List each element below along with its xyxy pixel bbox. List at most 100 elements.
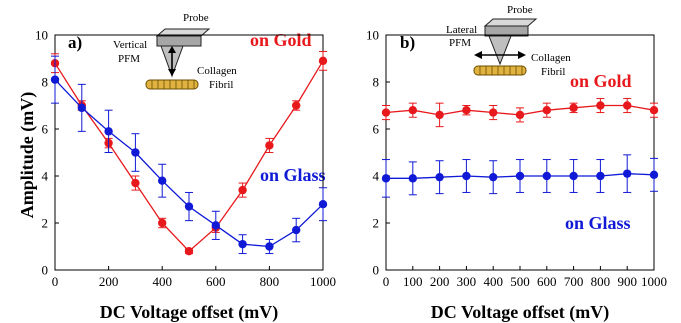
- panel-b-inset-sample-line1: Collagen: [531, 52, 571, 64]
- panel-b-xtick-label: 200: [430, 274, 450, 289]
- panel-a-xtick-label: 800: [260, 274, 280, 289]
- panel-b-on-gold-point: [435, 110, 444, 120]
- panel-a-inset-sample-line1: Collagen: [197, 65, 237, 77]
- panel-a-on-gold-point: [292, 101, 301, 110]
- panel-a-xtick-label: 0: [52, 274, 59, 289]
- panel-a-label: a): [68, 33, 82, 52]
- panel-a-on-glass-point: [318, 200, 328, 209]
- panel-b-probe-body-shape: [484, 25, 529, 37]
- panel-a-ylabel: Amplitude (mV): [17, 92, 38, 219]
- panel-b-xtick-label: 100: [403, 274, 423, 289]
- panel-a-xtick-label: 400: [152, 274, 172, 289]
- panel-b-on-gold-point: [649, 106, 659, 115]
- panel-b-on-gold-point: [542, 106, 551, 115]
- panel-b-on-gold-point: [515, 110, 525, 120]
- panel-a-ytick-label: 6: [42, 122, 49, 137]
- panel-a-inset: Probe Vertical PFM Collagen Fibril: [113, 12, 237, 91]
- panel-b-inset-probe-label: Probe: [507, 4, 533, 16]
- panel-b-on-gold-point: [569, 103, 578, 113]
- panel-b-on-glass-point: [623, 169, 632, 178]
- panel-a-on-glass-point: [238, 239, 247, 249]
- panel-b-xtick-label: 0: [383, 274, 390, 289]
- panel-b-probe-tip-shape: [488, 35, 512, 66]
- panel-a-probe-body-shape: [156, 35, 202, 47]
- panel-b-on-glass-point: [515, 171, 525, 181]
- panel-b-on-glass-point: [408, 174, 417, 183]
- panel-a-inset-mode-line2: PFM: [118, 53, 140, 65]
- panel-b-xlabel: DC Voltage offset (mV): [431, 302, 609, 323]
- panel-a-xlabel: DC Voltage offset (mV): [100, 302, 278, 323]
- panel-b-arrow-left-head: [474, 51, 482, 59]
- panel-b-xtick-label: 400: [483, 274, 503, 289]
- panel-b-inset: Probe Lateral PFM Collagen Fibril: [446, 4, 571, 78]
- panel-a-arrow-up-head: [168, 46, 176, 53]
- panel-a-ytick-label: 4: [42, 169, 49, 184]
- panel-b-inset-sample-line2: Fibril: [541, 66, 565, 78]
- panel-b-label: b): [400, 33, 415, 52]
- panel-a-on-gold-point: [158, 218, 167, 228]
- panel-b-on-glass-point: [569, 171, 578, 181]
- panel-a-gold-label: on Gold: [250, 30, 312, 50]
- panel-b-on-gold-point: [381, 108, 391, 117]
- panel-a-xtick-label: 600: [206, 274, 226, 289]
- panel-b-series-on-glass: [381, 154, 659, 198]
- panel-b-xtick-label: 600: [537, 274, 557, 289]
- panel-a-ytick-label: 10: [35, 28, 48, 43]
- panel-a-ytick-label: 2: [42, 216, 49, 231]
- panel-b-xtick-label: 900: [617, 274, 637, 289]
- panel-a-ytick-label: 0: [42, 263, 49, 278]
- panel-a-series-on-glass: [50, 55, 328, 255]
- panel-a-series-on-gold: [50, 50, 328, 256]
- panel-a-xtick-label: 200: [99, 274, 119, 289]
- panel-a-on-glass-point: [50, 75, 60, 84]
- panel-b-xtick-label: 500: [510, 274, 530, 289]
- panel-b-ytick-label: 6: [373, 122, 380, 137]
- panel-a-on-glass-point: [131, 148, 140, 157]
- panel-a-on-glass-point: [211, 221, 220, 230]
- panel-a-on-glass-point: [77, 103, 87, 113]
- panel-a-glass-label: on Glass: [260, 165, 326, 185]
- panel-b-on-gold-point: [462, 106, 471, 115]
- panel-a-on-glass-line: [54, 79, 324, 248]
- panel-a-on-glass-point: [292, 225, 301, 235]
- panel-b-ytick-label: 0: [373, 263, 380, 278]
- panel-b-inset-mode-line1: Lateral: [446, 24, 477, 36]
- panel-a: Amplitude (mV) DC Voltage offset (mV) a)…: [17, 12, 336, 323]
- panel-b: DC Voltage offset (mV) b) Probe Lateral …: [366, 4, 667, 323]
- panel-b-on-gold-point: [596, 101, 605, 110]
- panel-a-ytick-label: 8: [42, 75, 49, 90]
- panel-a-inset-probe-label: Probe: [183, 12, 209, 24]
- panel-b-probe-cantilever-shape: [483, 18, 538, 27]
- panel-a-on-glass-point: [184, 202, 194, 211]
- panel-a-on-gold-point: [265, 141, 274, 150]
- panel-b-on-glass-point: [462, 171, 471, 181]
- panel-b-on-gold-point: [489, 108, 498, 117]
- panel-a-on-glass-point: [265, 242, 274, 251]
- panel-b-on-glass-point: [596, 171, 605, 181]
- panel-b-arrow-right-head: [518, 51, 526, 59]
- panel-b-on-glass-point: [542, 171, 551, 181]
- panel-b-inset-mode-line2: PFM: [449, 37, 471, 49]
- panel-a-inset-sample-line2: Fibril: [209, 79, 233, 91]
- panel-b-ytick-label: 10: [366, 28, 379, 43]
- panel-a-on-glass-point: [104, 127, 113, 136]
- panel-b-on-glass-point: [381, 174, 391, 183]
- panel-b-fibril-striations: [479, 66, 523, 75]
- panel-a-on-gold-point: [318, 56, 328, 66]
- panel-b-ytick-label: 2: [373, 216, 380, 231]
- panel-b-series-on-gold: [381, 97, 659, 128]
- panel-b-glass-label: on Glass: [565, 213, 631, 233]
- panel-b-xtick-label: 300: [457, 274, 477, 289]
- panel-b-gold-label: on Gold: [570, 71, 632, 91]
- panel-a-on-gold-point: [131, 178, 140, 188]
- panel-a-fibril-striations: [151, 80, 195, 89]
- panel-a-arrow-down-head: [168, 69, 176, 76]
- panel-b-on-glass-point: [435, 172, 444, 182]
- panel-a-inset-mode-line1: Vertical: [113, 39, 147, 51]
- panel-b-on-gold-point: [623, 101, 632, 110]
- panel-a-fibril-shape: [145, 79, 199, 90]
- panel-b-axes: 0 100 200 300 400 500 600 700 800 900 1000 0 2 4 6 8 10: [366, 28, 667, 290]
- panel-a-on-glass-point: [158, 176, 167, 185]
- panel-a-on-gold-point: [184, 247, 194, 256]
